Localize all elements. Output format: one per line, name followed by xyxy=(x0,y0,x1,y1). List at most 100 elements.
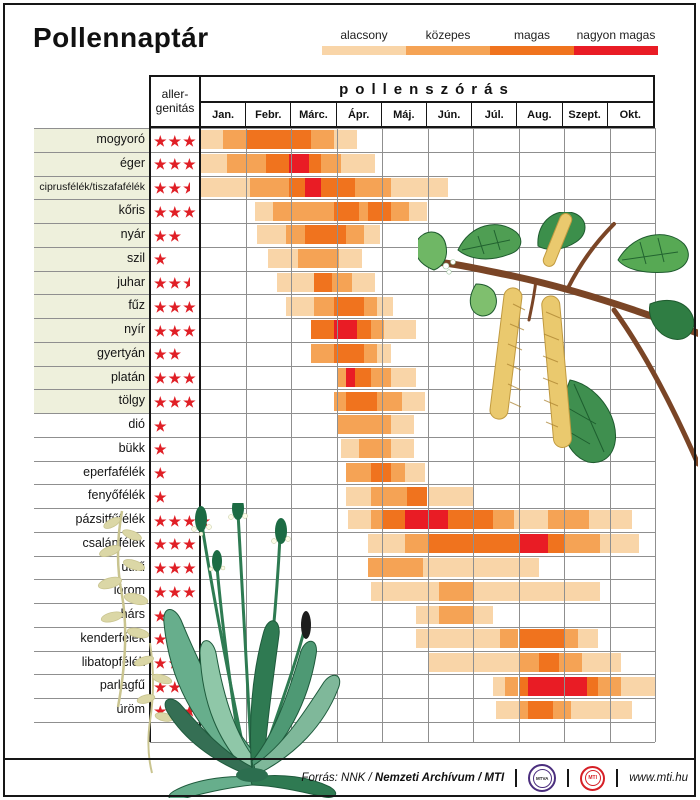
month-header-cell: Ápr. xyxy=(337,103,382,127)
pollen-bar-segment xyxy=(341,154,376,173)
allergenicity-stars: ★ xyxy=(154,441,169,458)
grid-line-vertical xyxy=(473,128,474,742)
allergenicity-stars: ★ xyxy=(154,488,169,505)
grid-line-horizontal xyxy=(34,460,655,462)
pollen-bar-segment xyxy=(359,439,392,459)
row-label: éger xyxy=(119,155,145,170)
pollen-bar-segment xyxy=(402,391,426,411)
row-label: fűz xyxy=(128,298,145,313)
grid-line-horizontal xyxy=(34,436,655,438)
pollen-bar-segment xyxy=(391,439,414,459)
allergenicity-stars: ★★★ xyxy=(154,181,199,199)
month-header-cell: Márc. xyxy=(291,103,337,127)
month-header-cell: Szept. xyxy=(563,103,608,127)
pollen-bar-segment xyxy=(495,700,519,720)
pollen-bar-segment xyxy=(404,534,428,554)
pollen-bar-segment xyxy=(313,272,332,292)
month-header-cell: Júl. xyxy=(472,103,518,127)
allergenicity-stars: ★★★ xyxy=(154,298,198,315)
table-header: aller- genitás pollenszórás Jan. Febr. Már… xyxy=(149,75,655,128)
pollen-bar-segment xyxy=(345,486,371,506)
row-label: platán xyxy=(110,369,145,384)
pollen-bar-segment xyxy=(334,391,346,411)
pollen-bar-segment xyxy=(370,510,382,530)
pollen-bar-segment xyxy=(288,177,305,197)
grid-line-horizontal xyxy=(34,531,655,533)
month-header-cell: Jan. xyxy=(201,103,247,127)
row-label: dió xyxy=(128,417,145,432)
grid-line-vertical xyxy=(382,128,383,742)
footer-separator xyxy=(616,769,619,787)
pollen-bar-segment xyxy=(272,201,335,221)
row-label: fenyőfélék xyxy=(88,488,145,503)
pollen-bar-segment xyxy=(473,581,601,601)
allergenicity-stars: ★ xyxy=(154,465,169,482)
grid-line-horizontal xyxy=(34,175,655,177)
half-star: ★ xyxy=(183,276,190,290)
page-title: Pollennaptár xyxy=(33,22,209,53)
pollen-bar-segment xyxy=(527,676,587,696)
allergenicity-stars: ★★ xyxy=(154,227,184,244)
pollen-bar-segment xyxy=(320,177,355,197)
pollen-bar-segment xyxy=(334,130,357,150)
pollen-bar-segment xyxy=(347,510,371,530)
allergenicity-stars: ★★★ xyxy=(154,276,199,294)
allergenicity-stars: ★★★ xyxy=(154,132,198,149)
pollen-bar-segment xyxy=(368,201,392,221)
pollen-bar-segment xyxy=(370,367,392,387)
pollen-bar-segment xyxy=(286,225,305,245)
row-label: szil xyxy=(126,250,145,265)
pollen-bar-segment xyxy=(513,510,549,530)
grid-line-horizontal xyxy=(34,389,655,391)
grid-line-horizontal xyxy=(34,413,655,415)
catkins xyxy=(489,213,573,448)
allergenicity-header-line2: genitás xyxy=(155,100,195,115)
pollen-bar-segment xyxy=(518,629,564,649)
month-header-cell: Febr. xyxy=(246,103,292,127)
pollen-bar-segment xyxy=(382,510,405,530)
footer-source-normal: Forrás: NNK / xyxy=(301,772,375,784)
grid-line-horizontal xyxy=(34,294,655,296)
pollen-bar-segment xyxy=(518,653,539,672)
legend-swatch-vhigh xyxy=(574,46,658,55)
pollen-bar-segment xyxy=(345,367,355,387)
pollen-bar-segment xyxy=(586,676,599,696)
month-header-row: Jan. Febr. Márc. Ápr. Máj. Jún. Júl. Aug. Szept.… xyxy=(201,103,653,127)
pollen-bar-segment xyxy=(268,249,298,269)
pollen-spread-header: pollenszórás xyxy=(201,77,653,103)
pollen-bar-segment xyxy=(200,154,228,173)
grid-line-vertical xyxy=(336,128,338,742)
grid-line-horizontal xyxy=(34,674,655,676)
pollen-bar-segment xyxy=(559,653,583,672)
grid-line-horizontal xyxy=(34,603,655,605)
footer-website: www.mti.hu xyxy=(629,772,688,784)
pollen-bar-segment xyxy=(504,676,519,696)
months-header-group: pollenszórás Jan. Febr. Márc. Ápr. Máj. Jún. J… xyxy=(201,77,653,127)
grid-line-horizontal xyxy=(34,151,655,153)
pollen-bar-segment xyxy=(227,154,266,173)
pollen-bar-segment xyxy=(370,320,385,340)
row-label: kenderfélék xyxy=(80,630,145,645)
half-star: ★ xyxy=(183,181,190,195)
legend-swatch-med xyxy=(406,46,490,55)
pollen-bar-segment xyxy=(354,177,392,197)
mti-logo-text: MTI xyxy=(584,770,601,786)
pollen-bar-segment xyxy=(345,462,371,482)
grid-line-vertical xyxy=(245,128,247,742)
allergenicity-stars: ★★★ xyxy=(154,370,198,387)
allergenicity-stars: ★ xyxy=(154,417,169,434)
month-header-cell: Okt. xyxy=(619,109,641,121)
pollen-bar-segment xyxy=(473,605,494,625)
pollen-bar-segment xyxy=(438,581,473,601)
pollen-bar-segment xyxy=(256,225,287,245)
pollen-bar-segment xyxy=(577,629,599,649)
legend-label-vhigh: nagyon magas xyxy=(576,28,656,42)
month-header-cell: Jún. xyxy=(427,103,473,127)
pollen-bar-segment xyxy=(354,367,371,387)
allergenicity-stars: ★★★ xyxy=(154,536,198,553)
pollen-bar-segment xyxy=(336,367,346,387)
row-label-shade xyxy=(34,152,150,176)
grid-line-horizontal xyxy=(34,246,655,248)
pollen-bar-segment xyxy=(620,676,655,696)
